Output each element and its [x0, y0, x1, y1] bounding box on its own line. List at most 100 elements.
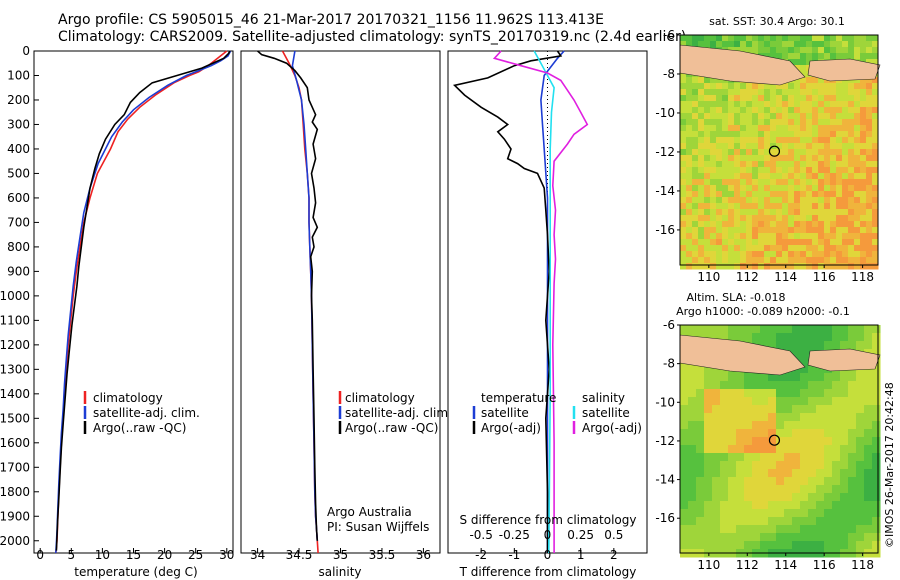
map-cell [752, 429, 761, 438]
map-cell [788, 173, 795, 180]
map-cell [792, 493, 801, 502]
map-cell [770, 263, 777, 270]
map-cell [782, 113, 789, 120]
map-cell [824, 137, 831, 144]
map-cell [832, 509, 841, 518]
map-cell [824, 227, 831, 234]
map-cell [866, 263, 873, 270]
map-cell [848, 107, 855, 114]
map-cell [720, 461, 729, 470]
map-cell [782, 179, 789, 186]
map-cell [752, 179, 759, 186]
map-cell [758, 203, 765, 210]
map-cell [712, 397, 721, 406]
map-cell [842, 53, 849, 60]
map-cell [812, 77, 819, 84]
map-cell [808, 437, 817, 446]
map-cell [692, 113, 699, 120]
map-cell [704, 437, 713, 446]
map-cell [728, 143, 735, 150]
map-cell [800, 179, 807, 186]
map-cell [728, 167, 735, 174]
map-cell [818, 197, 825, 204]
map-cell [686, 77, 693, 84]
map-cell [872, 517, 881, 526]
map-cell [764, 95, 771, 102]
map-cell [692, 203, 699, 210]
map-cell [704, 41, 711, 48]
map-cell [698, 215, 705, 222]
map-cell [712, 461, 721, 470]
map-cell [830, 47, 837, 54]
map-cell [864, 469, 873, 478]
map-cell [854, 215, 861, 222]
map-cell [782, 131, 789, 138]
map-cell [782, 191, 789, 198]
map-cell [842, 263, 849, 270]
map-cell [728, 461, 737, 470]
map-cell [728, 155, 735, 162]
map-cell [824, 107, 831, 114]
map-cell [722, 131, 729, 138]
map-cell [712, 541, 721, 550]
map-cell [824, 179, 831, 186]
map-cell [800, 541, 809, 550]
map-cell [752, 89, 759, 96]
map-cell [758, 179, 765, 186]
map-cell [752, 137, 759, 144]
map-cell [842, 155, 849, 162]
map-cell [824, 445, 833, 454]
map-cell [824, 203, 831, 210]
map-cell [800, 461, 809, 470]
depth-tick-label: 500 [7, 166, 30, 180]
map-cell [872, 89, 879, 96]
map-cell [716, 257, 723, 264]
map-cell [776, 333, 785, 342]
temperature-series-group [55, 50, 232, 554]
map-cell [696, 445, 705, 454]
map-cell [692, 263, 699, 270]
map-cell [776, 101, 783, 108]
map-cell [840, 413, 849, 422]
s-difference-axis: -0.5 -0.25 0 0.25 0.5 [469, 528, 623, 542]
map-cell [872, 203, 879, 210]
map-cell [792, 501, 801, 510]
map-cell [806, 119, 813, 126]
map-cell [710, 113, 717, 120]
map-cell [720, 525, 729, 534]
map-cell [776, 429, 785, 438]
map-cell [818, 89, 825, 96]
map-cell [720, 485, 729, 494]
map-cell [842, 35, 849, 42]
map-cell [792, 429, 801, 438]
map-cell [848, 167, 855, 174]
map-cell [800, 113, 807, 120]
map-cell [872, 373, 881, 382]
map-cell [808, 365, 817, 374]
map-cell [812, 209, 819, 216]
map-cell [752, 191, 759, 198]
map-cell [736, 509, 745, 518]
map-cell [712, 429, 721, 438]
map-cell [752, 325, 761, 334]
map-cell [696, 485, 705, 494]
map-cell [824, 215, 831, 222]
map-cell [716, 41, 723, 48]
map-cell [728, 35, 735, 42]
map-cell [800, 341, 809, 350]
map-cell [736, 413, 745, 422]
map-cell [854, 83, 861, 90]
map-cell [830, 137, 837, 144]
map-cell [680, 381, 689, 390]
map-cell [768, 477, 777, 486]
map-cell [794, 239, 801, 246]
map-cell [792, 421, 801, 430]
longitude-tick-label: 116 [813, 270, 836, 284]
map-cell [856, 453, 865, 462]
map-cell [816, 485, 825, 494]
map-cell [860, 173, 867, 180]
map-cell [812, 125, 819, 132]
map-cell [840, 501, 849, 510]
temperature-panel: 0100200300400500600700800900100011001200… [0, 44, 234, 579]
